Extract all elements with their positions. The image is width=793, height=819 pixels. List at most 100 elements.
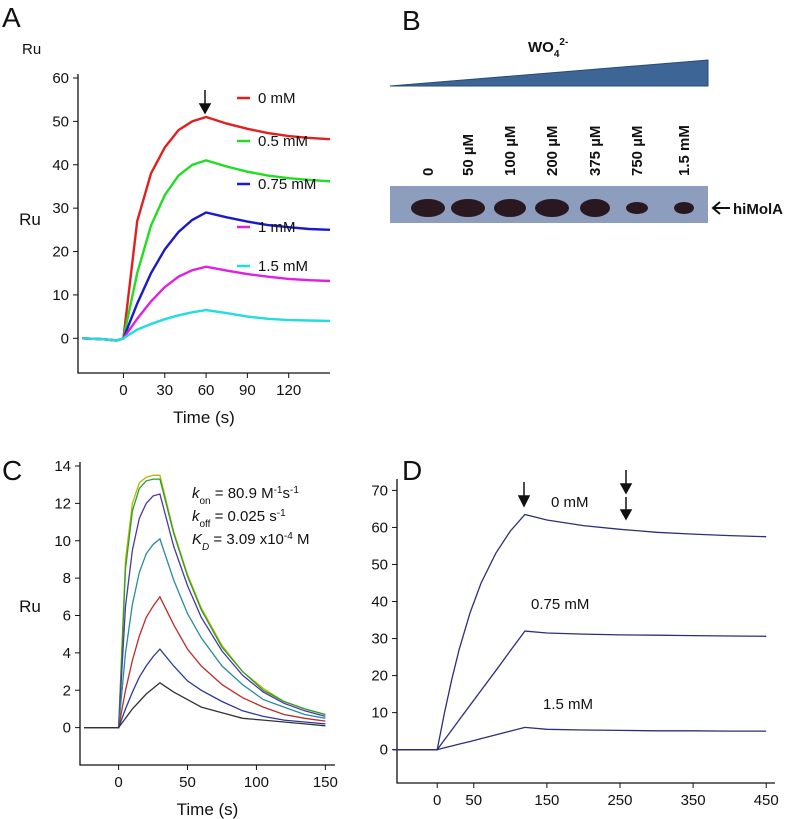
title-part: 2- bbox=[559, 37, 568, 48]
legend-label: 0.75 mM bbox=[531, 596, 589, 613]
series-line bbox=[84, 493, 326, 729]
y-axis-label: Ru bbox=[19, 597, 41, 616]
x-tick-label: 350 bbox=[681, 792, 706, 809]
lanes: 0 50 µM 100 µM 200 µM 375 µM 750 µM 1.5 mM bbox=[411, 125, 694, 217]
y-tick-label: 60 bbox=[371, 519, 388, 536]
annotation-line: kon = 80.9 M-1s-1 bbox=[192, 485, 299, 507]
annotation-part: off bbox=[200, 519, 211, 530]
y-tick-label: 0 bbox=[380, 742, 388, 759]
axis-line bbox=[396, 479, 775, 784]
annotation-part: = 80.9 M bbox=[211, 485, 274, 502]
annotation-part: -1 bbox=[274, 485, 283, 496]
y-tick-label: 30 bbox=[52, 200, 69, 217]
blot-title: WO42- bbox=[528, 37, 568, 60]
lane-label: 200 µM bbox=[544, 126, 561, 176]
title-part: WO bbox=[528, 39, 554, 56]
series-line bbox=[393, 630, 767, 751]
legend-label: 1.5 mM bbox=[543, 696, 593, 713]
series-line bbox=[84, 595, 326, 729]
y-tick-label: 0 bbox=[63, 720, 71, 737]
legend-label: 0 mM bbox=[551, 494, 589, 511]
series-line bbox=[84, 537, 326, 729]
legend-label: 0.75 mM bbox=[258, 176, 316, 193]
annotation-part: s bbox=[282, 485, 290, 502]
annotation-part: -1 bbox=[290, 485, 299, 496]
annotation-line: koff = 0.025 s-1 bbox=[192, 508, 286, 530]
y-tick-label: 12 bbox=[54, 495, 71, 512]
band bbox=[674, 202, 694, 214]
series-line bbox=[82, 308, 331, 342]
y-tick-label: 70 bbox=[371, 482, 388, 499]
y-tick-label: 10 bbox=[52, 287, 69, 304]
legend-label: 0 mM bbox=[258, 90, 296, 107]
legend-label: 1 mM bbox=[258, 219, 296, 236]
y-tick-label: 50 bbox=[52, 113, 69, 130]
annotation-part: = 0.025 s bbox=[210, 508, 276, 525]
series-line bbox=[82, 265, 331, 342]
y-tick-label: 4 bbox=[63, 645, 71, 662]
band bbox=[411, 199, 445, 217]
lane-label: 750 µM bbox=[629, 126, 646, 176]
x-tick-label: 90 bbox=[239, 382, 256, 399]
annotation-part: M bbox=[293, 531, 310, 548]
y-tick-label: 40 bbox=[52, 157, 69, 174]
series-line bbox=[393, 726, 767, 751]
legend-label: 1.5 mM bbox=[258, 258, 308, 275]
lane-label: 375 µM bbox=[587, 126, 604, 176]
band-label: hiMolA bbox=[733, 201, 783, 218]
y-tick-label: 20 bbox=[52, 244, 69, 261]
title-part: 4 bbox=[554, 49, 560, 60]
panel-label: B bbox=[402, 5, 421, 36]
x-tick-label: 150 bbox=[534, 792, 559, 809]
x-tick-label: 100 bbox=[244, 774, 269, 791]
y-axis-label: Ru bbox=[19, 210, 41, 229]
band bbox=[494, 199, 526, 217]
annotation-part: -4 bbox=[284, 531, 293, 542]
x-tick-label: 120 bbox=[276, 382, 301, 399]
band bbox=[626, 202, 648, 214]
series-line bbox=[393, 513, 767, 751]
arrows bbox=[198, 90, 633, 521]
y-tick-label: 50 bbox=[371, 556, 388, 573]
y-tick-label: 0 bbox=[61, 330, 69, 347]
annotation-part: k bbox=[192, 508, 201, 525]
annotation-part: k bbox=[192, 485, 201, 502]
y-tick-label: 10 bbox=[371, 705, 388, 722]
annotation-part: K bbox=[192, 531, 203, 548]
gradient-wedge bbox=[389, 59, 709, 87]
x-tick-label: 150 bbox=[313, 774, 338, 791]
annotation-part: D bbox=[202, 542, 209, 553]
lane-label: 50 µM bbox=[460, 134, 477, 176]
band bbox=[580, 199, 610, 217]
axis-line bbox=[77, 74, 330, 374]
x-tick-label: 0 bbox=[433, 792, 441, 809]
y-tick-label: 8 bbox=[63, 570, 71, 587]
lane-label: 100 µM bbox=[502, 126, 519, 176]
x-tick-label: 50 bbox=[179, 774, 196, 791]
x-tick-label: 0 bbox=[119, 382, 127, 399]
annotation-part: on bbox=[200, 496, 211, 507]
band bbox=[451, 199, 485, 217]
y-tick-label: 14 bbox=[54, 458, 71, 475]
band bbox=[535, 199, 569, 217]
legend-label: 0.5 mM bbox=[258, 133, 308, 150]
lane-label: 1.5 mM bbox=[676, 125, 693, 176]
y-tick-label: 20 bbox=[371, 668, 388, 685]
y-tick-label: 60 bbox=[52, 70, 69, 87]
annotation-part: -1 bbox=[277, 508, 286, 519]
x-tick-label: 60 bbox=[198, 382, 215, 399]
axis-line bbox=[79, 462, 335, 766]
x-tick-label: 0 bbox=[114, 774, 122, 791]
x-tick-label: 450 bbox=[754, 792, 779, 809]
panel-label: C bbox=[2, 455, 22, 486]
y-tick-label: 6 bbox=[63, 608, 71, 625]
series-line bbox=[84, 681, 326, 729]
annotation-part: = 3.09 x10 bbox=[209, 531, 284, 548]
y-tick-label: 10 bbox=[54, 533, 71, 550]
lane-label: 0 bbox=[420, 168, 437, 176]
x-axis-label: Time (s) bbox=[173, 408, 235, 427]
band-arrow bbox=[711, 201, 730, 215]
annotation-line: KD = 3.09 x10-4 M bbox=[192, 531, 309, 553]
panel-label: D bbox=[402, 455, 422, 486]
